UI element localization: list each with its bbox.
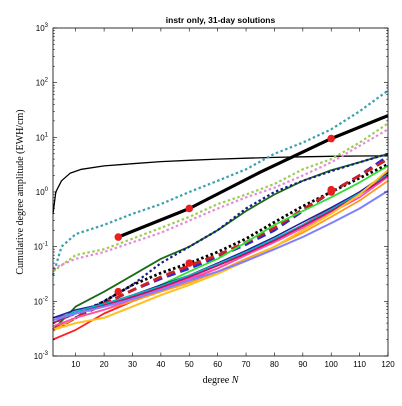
- series-line: [52, 155, 389, 214]
- data-marker: [114, 233, 123, 241]
- x-axis-label: degree N: [203, 375, 240, 386]
- data-marker: [327, 134, 336, 143]
- x-axis-label-var: N: [231, 375, 240, 386]
- data-marker: [185, 204, 194, 213]
- x-axis-label-text: degree: [203, 375, 230, 386]
- series-line: [52, 122, 389, 273]
- x-tick-label: 70: [242, 360, 251, 369]
- x-tick-label: 50: [185, 360, 194, 369]
- marker-group: [114, 134, 336, 296]
- chart-title: instr only, 31-day solutions: [166, 15, 276, 25]
- y-axis: 10-3 10-2 10-1 100 101 102 103: [34, 23, 388, 361]
- series-group: [51, 89, 389, 341]
- series-line: [52, 165, 389, 324]
- series-line: [117, 114, 389, 239]
- y-tick-label: 100: [36, 187, 49, 197]
- series-line: [52, 173, 389, 322]
- data-marker: [185, 259, 194, 267]
- y-tick-label: 101: [36, 132, 49, 142]
- data-marker: [327, 185, 336, 194]
- x-tick-label: 40: [156, 360, 165, 369]
- x-tick-label: 60: [213, 360, 222, 369]
- series-line: [52, 174, 389, 319]
- x-tick-label: 30: [128, 360, 137, 369]
- y-tick-label: 102: [36, 78, 49, 88]
- y-tick-label: 10-1: [34, 242, 49, 252]
- x-tick-label: 80: [270, 360, 279, 369]
- x-tick-label: 100: [325, 360, 339, 369]
- series-line: [52, 128, 389, 270]
- series-line: [52, 152, 389, 325]
- y-axis-label: Cumulative degree amplitude (EWH/cm): [15, 109, 26, 274]
- x-tick-label: 10: [71, 360, 80, 369]
- series-line: [51, 89, 389, 276]
- series-line: [52, 169, 389, 331]
- y-tick-label: 10-3: [34, 351, 49, 361]
- series-line: [52, 189, 389, 322]
- x-tick-label: 90: [298, 360, 307, 369]
- x-tick-label: 110: [353, 360, 366, 369]
- series-line: [52, 152, 389, 331]
- x-tick-label: 120: [381, 360, 395, 369]
- y-tick-label: 10-2: [34, 296, 49, 306]
- x-tick-label: 20: [100, 360, 109, 369]
- x-axis: 10 20 30 40 50 60 70 80 90 100 110 120: [71, 28, 395, 369]
- y-tick-label: 103: [36, 23, 49, 33]
- series-line: [52, 174, 389, 324]
- data-marker: [114, 287, 123, 296]
